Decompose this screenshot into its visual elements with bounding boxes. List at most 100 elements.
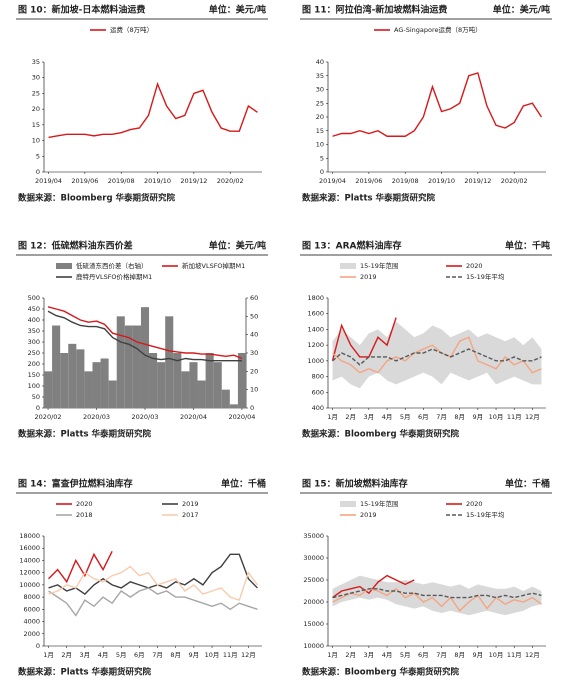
bar: [68, 343, 77, 408]
y-tick-label: 20: [316, 113, 324, 121]
y-tick-label: 4000: [23, 618, 40, 626]
range-band: [332, 321, 542, 389]
y2-tick-label: 30: [250, 349, 258, 357]
y-tick-label: 40: [316, 58, 324, 66]
chart-panel: 图 12：低硫燃料油东西价差 单位：美元/吨0501001502002503003…: [16, 240, 268, 440]
bar: [237, 353, 246, 408]
y-tick-label: 18000: [19, 532, 40, 540]
x-tick-label: 2020/03: [83, 413, 110, 421]
y-tick-label: 5: [36, 152, 40, 160]
y-tick-label: 400: [28, 316, 40, 324]
x-tick-label: 12月: [525, 651, 540, 659]
y-tick-label: 0: [36, 168, 40, 176]
x-tick-label: 4月: [98, 651, 109, 659]
y-tick-label: 0: [36, 642, 40, 650]
figure-title: 图 13：ARA燃料油库存: [302, 240, 402, 252]
x-tick-label: 2020/04: [180, 413, 207, 421]
y-tick-label: 100: [28, 382, 40, 390]
figure-title: 图 11：阿拉伯湾-新加坡燃料油运费: [302, 4, 447, 16]
legend-label: 2019: [182, 500, 199, 508]
y-tick-label: 20000: [303, 598, 324, 606]
bar: [140, 307, 150, 408]
x-tick-label: 2020/02: [217, 177, 244, 185]
series-line: [48, 550, 113, 584]
legend-label: 低硫渣东西价差（右轴）: [76, 261, 148, 270]
bar: [157, 362, 166, 408]
bar: [149, 353, 158, 408]
y-tick-label: 300: [28, 338, 40, 346]
series-line: [332, 336, 542, 374]
y-tick-label: 35000: [303, 532, 324, 540]
y-tick-label: 400: [312, 404, 324, 412]
y-tick-label: 25: [32, 89, 40, 97]
bar: [124, 325, 133, 408]
x-tick-label: 12月: [525, 413, 540, 421]
x-tick-label: 2019/12: [464, 177, 491, 185]
legend-label: 鹿特丹VLSFO价格掉期M1: [76, 272, 152, 281]
legend-label: 15-19年范围: [360, 261, 398, 270]
chart-panel: 图 14：富查伊拉燃料油库存 单位：千桶 0 2000 4000 6000 8000 1000…: [16, 478, 268, 678]
chart-panel: 图 15：新加坡燃料油库存 单位：千桶 10000 15000 20000 25000 30…: [300, 478, 552, 678]
y2-tick-label: 60: [250, 294, 258, 302]
x-tick-label: 7月: [436, 413, 447, 421]
unit-label: 单位：美元/吨: [209, 240, 266, 252]
y-tick-label: 10000: [303, 642, 324, 650]
figure-title: 图 12：低硫燃料油东西价差: [18, 240, 133, 252]
y-tick-label: 50: [32, 393, 40, 401]
source-note: 数据来源：Bloomberg 华泰期货研究院: [302, 667, 460, 678]
x-tick-label: 10月: [205, 651, 220, 659]
y-tick-label: 20: [32, 105, 40, 113]
y-tick-label: 8000: [23, 593, 40, 601]
bar: [221, 389, 230, 408]
y2-tick-label: 50: [250, 312, 258, 320]
bar: [60, 353, 69, 408]
x-tick-label: 4月: [382, 651, 393, 659]
legend-swatch: [340, 263, 356, 269]
x-tick-label: 2019/04: [319, 177, 346, 185]
x-tick-label: 8月: [454, 651, 465, 659]
x-tick-label: 8月: [170, 651, 181, 659]
y2-tick-label: 0: [250, 404, 254, 412]
x-tick-label: 5月: [116, 651, 127, 659]
y-tick-label: 35: [32, 58, 40, 66]
x-tick-label: 8月: [454, 413, 465, 421]
source-note: 数据来源：Bloomberg 华泰期货研究院: [18, 193, 176, 204]
legend-label: 15-19年平均: [466, 272, 505, 281]
x-tick-label: 10月: [489, 413, 504, 421]
legend-label: 2020: [76, 500, 93, 508]
y-tick-label: 6000: [23, 605, 40, 613]
series-line: [48, 81, 258, 139]
x-tick-label: 11月: [507, 413, 522, 421]
y-tick-label: 10000: [19, 581, 40, 589]
y-tick-label: 12000: [19, 569, 40, 577]
unit-label: 单位：千吨: [505, 240, 550, 252]
x-tick-label: 1月: [327, 651, 338, 659]
series-line: [332, 588, 542, 599]
y-tick-label: 10: [316, 141, 324, 149]
legend-label: 15-19年范围: [360, 499, 398, 508]
y-tick-label: 0: [320, 168, 324, 176]
series-line: [47, 310, 242, 362]
range-band: [332, 575, 542, 616]
series-line: [48, 553, 258, 595]
bar: [173, 353, 182, 408]
legend-label: 新加坡VLSFO掉期M1: [182, 261, 245, 270]
y-tick-label: 150: [28, 371, 40, 379]
x-tick-label: 5月: [400, 651, 411, 659]
y2-tick-label: 10: [250, 386, 258, 394]
figure-title: 图 10：新加坡-日本燃料油运费: [18, 4, 145, 16]
y-tick-label: 200: [28, 360, 40, 368]
y-tick-label: 25000: [303, 576, 324, 584]
series-line: [331, 317, 397, 362]
unit-label: 单位：美元/吨: [493, 4, 550, 16]
legend-swatch: [340, 501, 356, 507]
bar: [132, 325, 141, 408]
x-tick-label: 2019/08: [108, 177, 135, 185]
y-tick-label: 0: [36, 404, 40, 412]
y-tick-label: 250: [28, 349, 40, 357]
y-tick-label: 16000: [19, 544, 40, 552]
x-tick-label: 6月: [418, 413, 429, 421]
y-tick-label: 800: [312, 373, 324, 381]
y-tick-label: 30: [316, 86, 324, 94]
